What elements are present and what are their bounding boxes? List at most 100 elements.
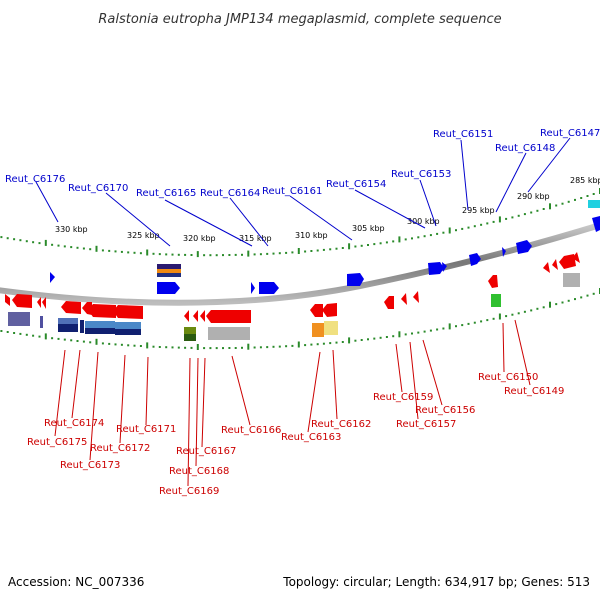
- gene-arrow-reverse[interactable]: [310, 304, 323, 317]
- gene-arrow-reverse[interactable]: [88, 304, 116, 318]
- minor-tick: [436, 328, 439, 331]
- minor-tick: [158, 253, 161, 256]
- feature-block[interactable]: [184, 327, 196, 334]
- accession-text: Accession: NC_007336: [8, 575, 144, 589]
- gene-label[interactable]: Reut_C6149: [504, 386, 564, 397]
- minor-tick: [304, 250, 307, 253]
- gene-label[interactable]: Reut_C6175: [27, 437, 87, 448]
- gene-arrow-reverse[interactable]: [61, 301, 81, 314]
- gene-arrow-forward[interactable]: [502, 247, 506, 257]
- gene-label[interactable]: Reut_C6166: [221, 425, 281, 436]
- gene-label[interactable]: Reut_C6173: [60, 460, 120, 471]
- minor-tick: [272, 345, 275, 348]
- gene-arrow-reverse[interactable]: [12, 294, 32, 308]
- gene-label[interactable]: Reut_C6161: [262, 186, 322, 197]
- gene-label[interactable]: Reut_C6176: [5, 174, 65, 185]
- feature-block[interactable]: [563, 273, 580, 287]
- feature-block[interactable]: [40, 316, 43, 328]
- gene-arrow-reverse[interactable]: [42, 297, 46, 309]
- gene-arrow-reverse[interactable]: [413, 291, 419, 303]
- feature-block[interactable]: [115, 329, 141, 335]
- gene-label[interactable]: Reut_C6153: [391, 169, 451, 180]
- kbp-label: 310 kbp: [295, 231, 328, 240]
- gene-arrow-reverse[interactable]: [322, 303, 337, 317]
- gene-arrow-reverse[interactable]: [552, 259, 558, 270]
- gene-arrow-reverse[interactable]: [5, 294, 10, 306]
- gene-label[interactable]: Reut_C6162: [311, 419, 371, 430]
- gene-arrow-forward[interactable]: [251, 282, 255, 294]
- feature-block[interactable]: [58, 324, 78, 332]
- gene-label[interactable]: Reut_C6150: [478, 372, 538, 383]
- gene-arrow-reverse[interactable]: [572, 252, 580, 263]
- gene-arrow-forward[interactable]: [469, 253, 481, 266]
- feature-block[interactable]: [157, 269, 181, 273]
- gene-label[interactable]: Reut_C6172: [90, 443, 150, 454]
- feature-block[interactable]: [208, 327, 250, 340]
- feature-block[interactable]: [85, 328, 115, 334]
- feature-block[interactable]: [80, 320, 84, 333]
- minor-tick: [304, 344, 307, 347]
- feature-block[interactable]: [8, 312, 30, 326]
- minor-tick: [580, 197, 583, 199]
- gene-arrow-reverse[interactable]: [559, 254, 576, 269]
- feature-block[interactable]: [85, 321, 115, 328]
- minor-tick: [152, 345, 155, 348]
- gene-label[interactable]: Reut_C6171: [116, 424, 176, 435]
- feature-block[interactable]: [115, 322, 141, 329]
- gene-label[interactable]: Reut_C6163: [281, 432, 341, 443]
- gene-arrow-forward[interactable]: [592, 216, 600, 232]
- feature-block[interactable]: [324, 321, 338, 335]
- gene-arrow-reverse[interactable]: [193, 310, 198, 322]
- feature-block[interactable]: [157, 264, 181, 269]
- minor-tick: [259, 346, 262, 349]
- gene-label[interactable]: Reut_C6164: [200, 188, 260, 199]
- gene-arrow-reverse[interactable]: [488, 275, 498, 288]
- feature-block[interactable]: [184, 334, 196, 341]
- feature-block[interactable]: [588, 200, 600, 208]
- gene-arrow-reverse[interactable]: [543, 262, 550, 273]
- gene-arrow-forward[interactable]: [428, 262, 444, 275]
- leader-lines-top: [35, 137, 571, 247]
- gene-arrow-forward[interactable]: [157, 282, 180, 294]
- gene-label[interactable]: Reut_C6167: [176, 446, 236, 457]
- minor-tick: [259, 253, 262, 256]
- gene-label[interactable]: Reut_C6174: [44, 418, 104, 429]
- feature-block[interactable]: [491, 294, 501, 307]
- major-tick: [498, 216, 501, 223]
- kbp-label: 320 kbp: [183, 234, 216, 243]
- gene-arrow-reverse[interactable]: [37, 297, 41, 308]
- gene-arrow-reverse[interactable]: [384, 296, 394, 309]
- gene-arrow-forward[interactable]: [50, 272, 55, 283]
- major-tick: [44, 333, 47, 340]
- gene-label[interactable]: Reut_C6147: [540, 128, 600, 139]
- gene-arrow-forward[interactable]: [259, 282, 279, 294]
- gene-label[interactable]: Reut_C6154: [326, 179, 386, 190]
- feature-block[interactable]: [312, 323, 324, 337]
- gene-label[interactable]: Reut_C6169: [159, 486, 219, 497]
- gene-label[interactable]: Reut_C6157: [396, 419, 456, 430]
- gene-label[interactable]: Reut_C6156: [415, 405, 475, 416]
- minor-tick: [354, 245, 357, 248]
- minor-tick: [89, 248, 92, 251]
- gene-arrow-reverse[interactable]: [200, 310, 205, 322]
- gene-label[interactable]: Reut_C6168: [169, 466, 229, 477]
- gene-label[interactable]: Reut_C6170: [68, 183, 128, 194]
- gene-arrow-forward[interactable]: [347, 273, 364, 286]
- gene-label[interactable]: Reut_C6151: [433, 129, 493, 140]
- feature-block[interactable]: [58, 318, 78, 324]
- minor-tick: [0, 330, 3, 332]
- minor-tick: [57, 244, 60, 247]
- gene-label[interactable]: Reut_C6148: [495, 143, 555, 154]
- gene-label[interactable]: Reut_C6165: [136, 188, 196, 199]
- gene-label[interactable]: Reut_C6159: [373, 392, 433, 403]
- minor-tick: [473, 225, 476, 228]
- feature-block[interactable]: [157, 273, 181, 277]
- gene-arrow-reverse[interactable]: [184, 310, 189, 322]
- gene-arrow-reverse[interactable]: [206, 310, 251, 323]
- gene-arrow-reverse[interactable]: [113, 305, 143, 319]
- gene-arrow-reverse[interactable]: [401, 293, 407, 305]
- gene-arrow-forward[interactable]: [516, 240, 532, 254]
- minor-tick: [278, 252, 281, 255]
- minor-tick: [25, 333, 28, 336]
- gene-arrow-forward[interactable]: [442, 262, 447, 272]
